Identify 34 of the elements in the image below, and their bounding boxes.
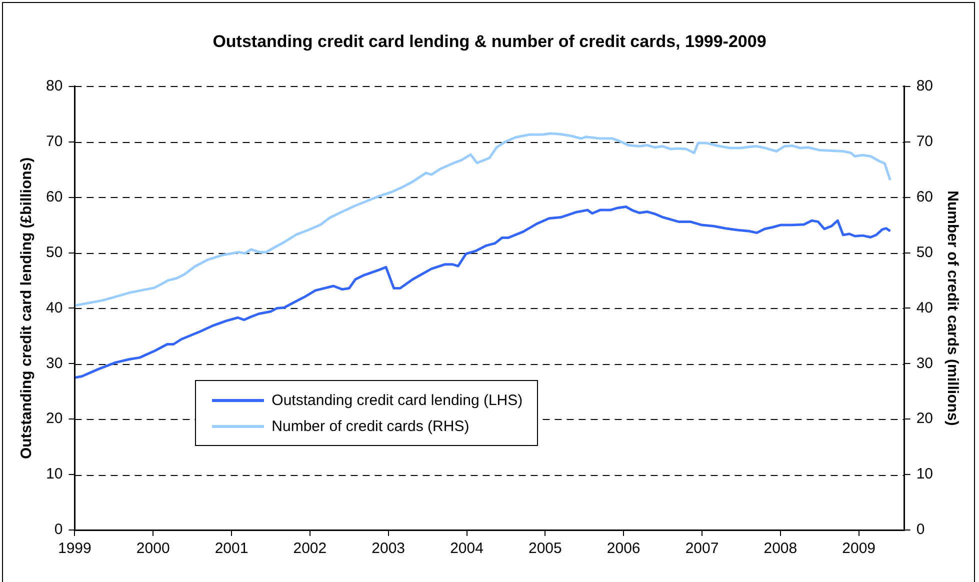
y-tick-label: 60 (46, 188, 63, 206)
y2-tick-label: 0 (916, 521, 925, 538)
y-tick-label: 10 (46, 466, 63, 483)
y2-tick-label: 80 (916, 78, 934, 95)
y2-tick-label: 60 (916, 188, 934, 206)
legend-label: Outstanding credit card lending (LHS) (272, 392, 523, 408)
x-tick-label: 1999 (58, 540, 92, 558)
y-tick-label: 0 (54, 521, 63, 538)
x-tick-label: 2003 (372, 540, 406, 558)
x-tick-label: 2004 (450, 540, 484, 558)
y-tick-label: 40 (46, 299, 63, 316)
y-axis-title: Outstanding credit card lending (£billions) (18, 157, 36, 460)
y2-tick-label: 10 (916, 466, 934, 483)
y2-tick-label: 70 (916, 132, 934, 150)
chart-title: Outstanding credit card lending & number of credit cards, 1999-2009 (212, 32, 766, 51)
x-tick-label: 2009 (842, 540, 876, 558)
x-tick-label: 2001 (214, 540, 248, 558)
y2-tick-label: 40 (916, 299, 934, 316)
x-tick-label: 2002 (293, 540, 327, 558)
x-tick-label: 2000 (136, 540, 170, 558)
legend-label: Number of credit cards (RHS) (272, 418, 470, 434)
y2-tick-label: 30 (916, 354, 934, 372)
y-tick-label: 70 (46, 132, 63, 150)
y-tick-label: 50 (46, 244, 63, 261)
y2-tick-label: 50 (916, 244, 934, 261)
y2-axis-title: Number of credit cards (millions) (944, 190, 961, 426)
x-tick-label: 2007 (685, 540, 719, 558)
x-tick-label: 2005 (528, 540, 562, 558)
y2-tick-label: 20 (916, 410, 934, 428)
y-tick-label: 20 (46, 410, 63, 428)
y-tick-label: 30 (46, 354, 63, 372)
x-tick-label: 2008 (764, 540, 798, 558)
x-tick-label: 2006 (606, 540, 640, 558)
y-tick-label: 80 (46, 78, 63, 95)
